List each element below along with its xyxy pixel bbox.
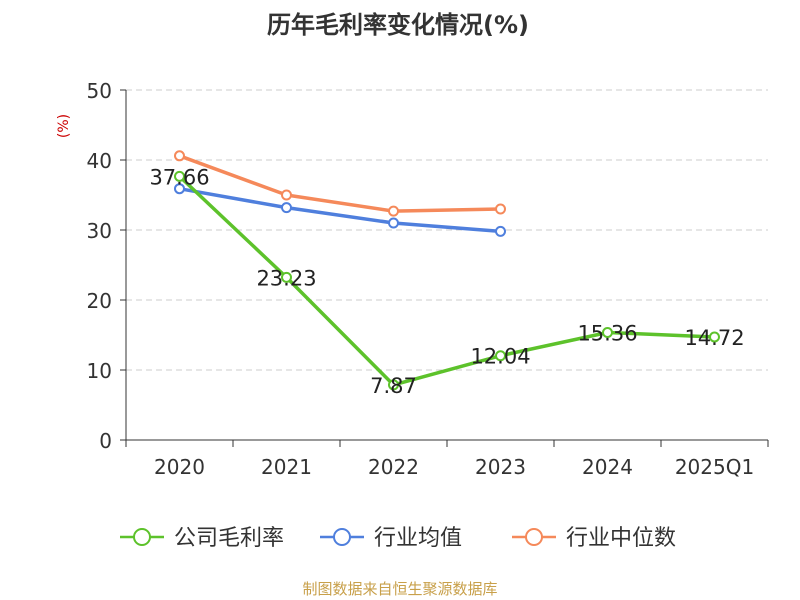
legend-item-1[interactable]: 行业均值 bbox=[320, 526, 462, 551]
grid-lines bbox=[126, 89, 768, 371]
y-axis-label: (%) bbox=[56, 114, 72, 138]
y-tick-label-0: 0 bbox=[99, 429, 112, 453]
x-tick-label-2024: 2024 bbox=[582, 455, 633, 479]
data-point-1-0 bbox=[174, 183, 185, 195]
y-tick-label-40: 40 bbox=[87, 149, 112, 173]
x-tick-label-2020: 2020 bbox=[154, 455, 205, 479]
data-point-1-3 bbox=[495, 225, 506, 237]
legend-marker-1 bbox=[333, 528, 351, 546]
data-point-0-0 bbox=[174, 170, 185, 182]
data-point-0-1 bbox=[281, 271, 292, 283]
series-0 bbox=[174, 170, 720, 391]
data-point-0-4 bbox=[602, 326, 613, 338]
data-labels: 37.66 23.23 7.87 12.04 15.36 14.72 bbox=[149, 165, 744, 398]
legend-label-1: 行业均值 bbox=[374, 526, 462, 551]
data-point-1-2 bbox=[388, 217, 399, 229]
chart-title: 历年毛利率变化情况(%) bbox=[267, 11, 529, 39]
axes: 0 10 20 30 40 50 2020 2021 2022 2023 2024 2025Q1 bbox=[87, 79, 769, 479]
data-label-3: 12.04 bbox=[470, 345, 530, 369]
data-point-0-2 bbox=[388, 379, 399, 391]
data-point-2-1 bbox=[281, 189, 292, 201]
series-2 bbox=[174, 150, 506, 217]
data-point-0-5 bbox=[709, 331, 720, 343]
data-label-2: 7.87 bbox=[370, 374, 417, 398]
data-point-0-3 bbox=[495, 350, 506, 362]
x-tick-label-2022: 2022 bbox=[368, 455, 419, 479]
series-line-2 bbox=[177, 154, 503, 213]
legend-marker-2 bbox=[525, 528, 543, 546]
series-lines bbox=[174, 150, 720, 391]
data-label-5: 14.72 bbox=[684, 326, 744, 350]
data-label-1: 23.23 bbox=[256, 266, 316, 290]
legend-label-2: 行业中位数 bbox=[566, 526, 676, 551]
data-point-2-3 bbox=[495, 203, 506, 215]
y-tick-label-50: 50 bbox=[87, 79, 112, 103]
data-label-0: 37.66 bbox=[149, 165, 209, 189]
legend-item-2[interactable]: 行业中位数 bbox=[512, 526, 676, 551]
x-tick-label-2025Q1: 2025Q1 bbox=[675, 455, 754, 479]
y-tick-label-20: 20 bbox=[87, 289, 112, 313]
x-tick-label-2023: 2023 bbox=[475, 455, 526, 479]
source-note: 制图数据来自恒生聚源数据库 bbox=[302, 580, 497, 598]
series-line-1 bbox=[177, 186, 503, 234]
legend-marker-0 bbox=[133, 528, 151, 546]
series-1 bbox=[174, 183, 506, 237]
legend[interactable]: 公司毛利率 行业均值 行业中位数 bbox=[120, 526, 676, 551]
data-point-2-2 bbox=[388, 205, 399, 217]
series-line-0 bbox=[177, 174, 717, 387]
data-point-2-0 bbox=[174, 150, 185, 162]
legend-item-0[interactable]: 公司毛利率 bbox=[120, 526, 284, 551]
data-point-1-1 bbox=[281, 202, 292, 214]
data-label-4: 15.36 bbox=[577, 321, 637, 345]
y-tick-label-30: 30 bbox=[87, 219, 112, 243]
legend-label-0: 公司毛利率 bbox=[174, 526, 284, 551]
y-tick-label-10: 10 bbox=[87, 359, 112, 383]
x-tick-label-2021: 2021 bbox=[261, 455, 312, 479]
